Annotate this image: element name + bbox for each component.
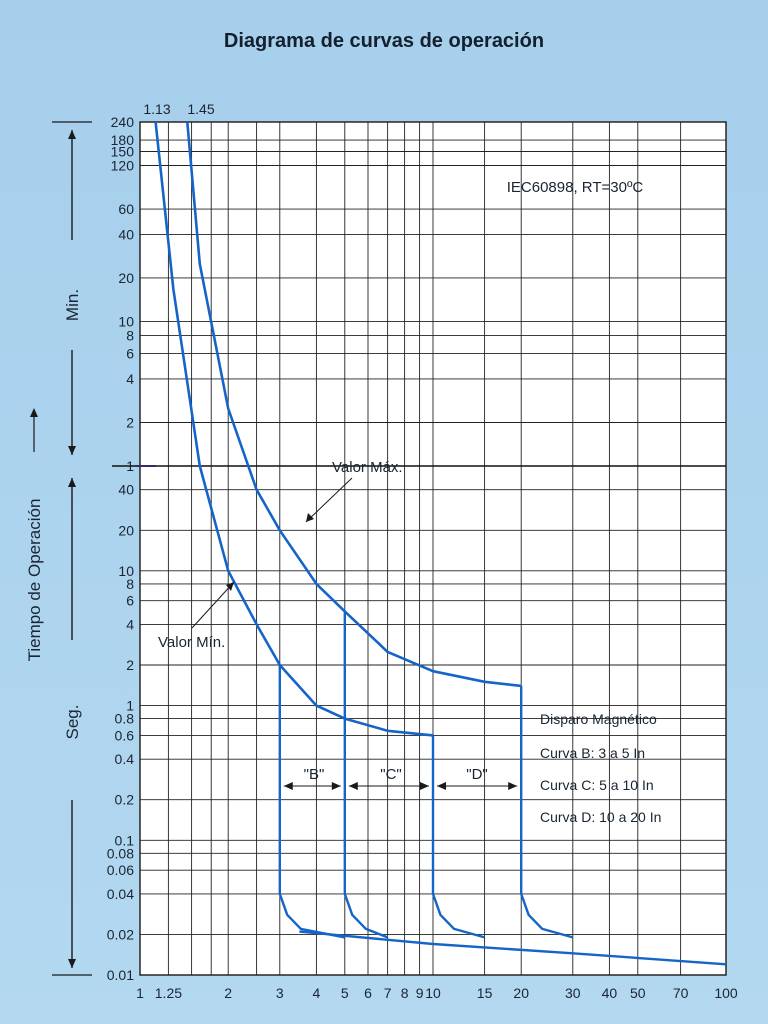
- legend-item-d: Curva D: 10 a 20 In: [540, 809, 661, 825]
- y-section-min-label: Min.: [63, 289, 82, 321]
- band-arrow-head-left: [283, 782, 293, 790]
- top-label-145: 1.45: [187, 101, 214, 117]
- standard-note: IEC60898, RT=30ºC: [507, 179, 644, 196]
- y-tick-sec-label: 0.8: [115, 711, 135, 727]
- y-tick-sec-label: 10: [118, 563, 134, 579]
- legend-title: Disparo Magnético: [540, 711, 657, 727]
- x-tick-label: 6: [364, 985, 372, 1001]
- y-tick-sec-label: 20: [118, 522, 134, 538]
- min-arrow-down-head: [68, 446, 76, 455]
- y-tick-sec-label: 0.04: [107, 886, 134, 902]
- magnetic-trip-line-2: [343, 611, 389, 939]
- x-tick-label: 40: [602, 985, 618, 1001]
- curves: [154, 121, 727, 966]
- band-arrow-head-right: [420, 782, 429, 790]
- x-tick-label: 4: [313, 985, 321, 1001]
- y-tick-min-label: 6: [126, 346, 134, 362]
- y-tick-min-label: 150: [111, 144, 135, 160]
- x-tick-label: 2: [224, 985, 232, 1001]
- y-tick-min-label: 10: [118, 313, 134, 329]
- y-tick-sec-label: 1: [126, 698, 134, 714]
- y-tick-min-label: 2: [126, 414, 134, 430]
- y-tick-sec-label: 4: [126, 616, 134, 632]
- band-arrow-head-right: [331, 782, 341, 790]
- y-tick-min-label: 1: [126, 458, 134, 474]
- band-arrow-head-left: [437, 782, 446, 790]
- x-tick-label: 100: [714, 985, 738, 1001]
- x-tick-label: 15: [477, 985, 493, 1001]
- series-label-min: Valor Mín.: [158, 634, 225, 651]
- sec-arrow-up-head: [68, 478, 76, 487]
- y-tick-sec-label: 6: [126, 593, 134, 609]
- y-tick-sec-label: 0.4: [115, 751, 135, 767]
- grid: 2401801501206040201086421402010864210.80…: [30, 114, 738, 1001]
- series-label-max: Valor Máx.: [332, 459, 403, 476]
- y-tick-sec-label: 0.02: [107, 926, 134, 942]
- x-tick-label: 1.25: [155, 985, 182, 1001]
- band-label-d: "D": [466, 766, 487, 783]
- x-tick-label: 8: [401, 985, 409, 1001]
- y-tick-min-label: 4: [126, 371, 134, 387]
- y-tick-min-label: 20: [118, 270, 134, 286]
- y-tick-sec-label: 0.01: [107, 967, 134, 983]
- x-tick-label: 7: [384, 985, 392, 1001]
- y-axis-label: Tiempo de Operación: [25, 499, 44, 662]
- x-tick-label: 70: [673, 985, 689, 1001]
- top-label-113: 1.13: [143, 101, 170, 117]
- y-tick-sec-label: 8: [126, 576, 134, 592]
- magnetic-trip-line-1: [278, 665, 346, 939]
- x-tick-label: 20: [513, 985, 529, 1001]
- band-label-c: "C": [380, 766, 401, 783]
- pointer-max-head: [306, 513, 314, 522]
- sec-arrow-down-head: [68, 959, 76, 968]
- y-tick-min-label: 240: [111, 114, 135, 130]
- x-tick-label: 50: [630, 985, 646, 1001]
- y-tick-sec-label: 0.6: [115, 727, 135, 743]
- y-tick-sec-label: 0.06: [107, 862, 134, 878]
- magnetic-trip-line-3: [431, 735, 485, 939]
- x-tick-label: 3: [276, 985, 284, 1001]
- y-tick-sec-label: 40: [118, 482, 134, 498]
- annotations: IEC60898, RT=30ºC Disparo Magnético Curv…: [25, 101, 661, 825]
- chart-title: Diagrama de curvas de operación: [223, 30, 545, 52]
- x-tick-label: 9: [416, 985, 424, 1001]
- x-tick-label: 30: [565, 985, 581, 1001]
- legend-item-b: Curva B: 3 a 5 In: [540, 745, 645, 761]
- instantaneous-tail: [299, 930, 727, 966]
- x-tick-label: 5: [341, 985, 349, 1001]
- series-max-curve: [186, 121, 522, 688]
- y-tick-min-label: 60: [118, 201, 134, 217]
- pointer-min: [191, 581, 235, 629]
- y-tick-sec-label: 0.1: [115, 832, 135, 848]
- x-tick-label: 1: [136, 985, 144, 1001]
- y-tick-min-label: 180: [111, 132, 135, 148]
- min-arrow-up-head: [68, 130, 76, 139]
- y-tick-sec-label: 2: [126, 657, 134, 673]
- y-tick-min-label: 40: [118, 226, 134, 242]
- band-arrow-head-right: [508, 782, 518, 790]
- y-tick-min-label: 8: [126, 327, 134, 343]
- pointer-max: [305, 477, 353, 523]
- band-arrow-head-left: [348, 782, 358, 790]
- band-label-b: "B": [304, 766, 325, 783]
- magnetic-trip-line-4: [520, 685, 574, 939]
- series-min-curve: [154, 121, 434, 737]
- ylabel-arrow-head: [30, 408, 38, 417]
- pointer-min-head: [226, 582, 234, 591]
- y-tick-min-label: 120: [111, 158, 135, 174]
- y-tick-sec-label: 0.2: [115, 792, 135, 808]
- y-section-sec-label: Seg.: [63, 705, 82, 740]
- legend-item-c: Curva C: 5 a 10 In: [540, 777, 654, 793]
- x-tick-label: 10: [425, 985, 441, 1001]
- y-tick-sec-label: 0.08: [107, 845, 134, 861]
